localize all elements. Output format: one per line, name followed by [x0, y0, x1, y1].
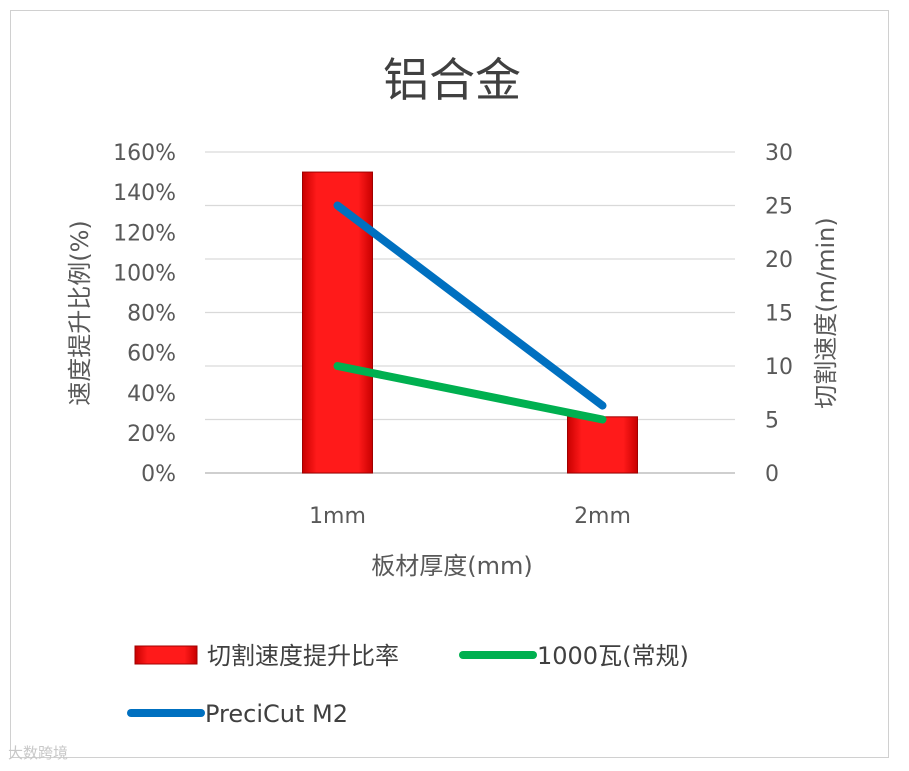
- y-right-tick-label: 25: [765, 195, 793, 220]
- y-right-tick-label: 5: [765, 409, 779, 434]
- y-left-tick-label: 20%: [127, 422, 176, 447]
- bar: [567, 416, 638, 474]
- y-right-tick-label: 30: [765, 141, 793, 166]
- y-left-axis-title: 速度提升比例(%): [66, 220, 94, 406]
- y-left-tick-label: 60%: [127, 342, 176, 367]
- chart-title: 铝合金: [383, 53, 521, 107]
- legend-label: 切割速度提升比率: [207, 642, 399, 670]
- y-right-tick-label: 0: [765, 462, 779, 487]
- chart-frame: [10, 10, 889, 758]
- legend-label: PreciCut M2: [205, 700, 348, 728]
- y-left-tick-label: 140%: [113, 181, 176, 206]
- watermark-logo: 大数跨境: [8, 742, 68, 763]
- y-right-tick-label: 15: [765, 302, 793, 327]
- y-right-tick-label: 10: [765, 355, 793, 380]
- series-line: [333, 362, 607, 424]
- legend-label: 1000瓦(常规): [537, 642, 689, 670]
- x-tick-label: 2mm: [574, 504, 631, 529]
- y-right-tick-label: 20: [765, 248, 793, 273]
- y-left-tick-label: 40%: [127, 382, 176, 407]
- y-left-tick-label: 120%: [113, 221, 176, 246]
- y-right-axis-title: 切割速度(m/min): [812, 217, 840, 408]
- watermark-text: 大数跨境: [8, 744, 69, 762]
- series-line: [333, 201, 607, 410]
- y-left-tick-label: 160%: [113, 141, 176, 166]
- y-left-tick-label: 0%: [141, 462, 176, 487]
- x-axis-title: 板材厚度(mm): [371, 552, 532, 580]
- x-tick-label: 1mm: [309, 504, 366, 529]
- legend-bar-swatch: [134, 645, 198, 665]
- y-left-tick-label: 100%: [113, 261, 176, 286]
- bar: [302, 171, 373, 474]
- y-left-tick-label: 80%: [127, 302, 176, 327]
